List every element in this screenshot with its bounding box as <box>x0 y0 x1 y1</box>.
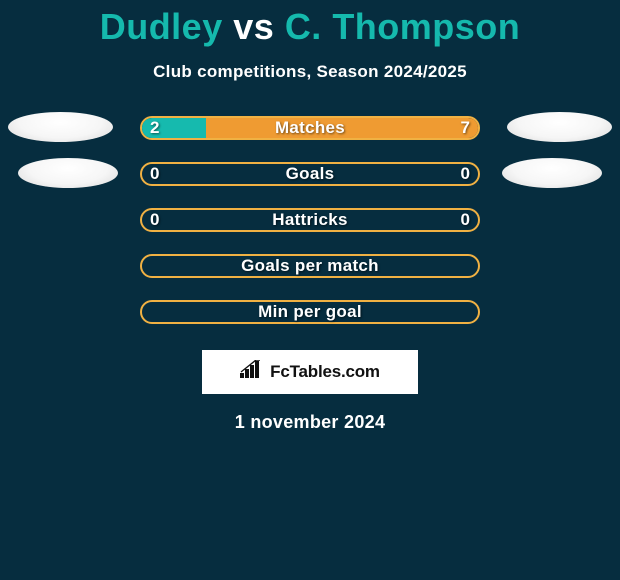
stat-row: Goals00 <box>0 162 620 208</box>
stat-row: Matches27 <box>0 116 620 162</box>
stat-bar <box>140 162 480 186</box>
stat-row: Goals per match <box>0 254 620 300</box>
stat-value-left: 0 <box>150 208 159 232</box>
brand-badge: FcTables.com <box>202 350 418 394</box>
stat-value-left: 0 <box>150 162 159 186</box>
comparison-card: Dudley vs C. Thompson Club competitions,… <box>0 0 620 433</box>
brand-text: FcTables.com <box>270 362 380 382</box>
title-vs: vs <box>233 6 274 47</box>
stat-value-right: 0 <box>461 162 470 186</box>
date-line: 1 november 2024 <box>0 412 620 433</box>
stat-value-right: 0 <box>461 208 470 232</box>
player-b-avatar <box>507 112 612 142</box>
stat-bar <box>140 208 480 232</box>
player-a-name: Dudley <box>100 6 223 47</box>
stat-bar <box>140 116 480 140</box>
stats-list: Matches27Goals00Hattricks00Goals per mat… <box>0 116 620 346</box>
player-b-name: C. Thompson <box>285 6 520 47</box>
stat-row: Hattricks00 <box>0 208 620 254</box>
stat-bar-fill-right <box>206 118 478 138</box>
stat-row: Min per goal <box>0 300 620 346</box>
player-a-avatar <box>18 158 118 188</box>
stat-value-left: 2 <box>150 116 159 140</box>
player-a-avatar <box>8 112 113 142</box>
player-b-avatar <box>502 158 602 188</box>
stat-value-right: 7 <box>461 116 470 140</box>
subtitle: Club competitions, Season 2024/2025 <box>0 62 620 82</box>
page-title: Dudley vs C. Thompson <box>0 6 620 48</box>
stat-bar <box>140 254 480 278</box>
bars-icon <box>240 360 266 385</box>
stat-bar <box>140 300 480 324</box>
